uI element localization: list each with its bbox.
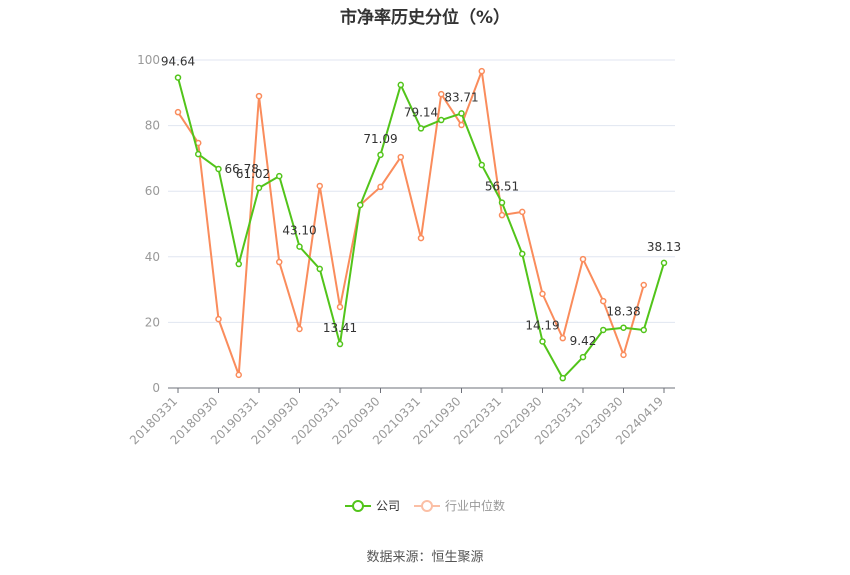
data-point[interactable] — [215, 165, 222, 173]
data-label: 56.51 — [485, 180, 519, 194]
chart-title: 市净率历史分位（%） — [339, 8, 511, 28]
data-point[interactable] — [640, 326, 647, 334]
data-point[interactable] — [620, 351, 627, 359]
y-tick-label: 0 — [152, 381, 160, 395]
data-point[interactable] — [296, 325, 303, 333]
data-point[interactable] — [357, 201, 364, 209]
legend-item-company[interactable]: 公司 — [344, 497, 400, 514]
y-tick-label: 80 — [145, 119, 160, 133]
data-point[interactable] — [438, 90, 445, 98]
data-point[interactable] — [438, 116, 445, 124]
data-point[interactable] — [498, 199, 506, 206]
data-label: 13.41 — [323, 321, 357, 335]
legend-line-circle-icon — [344, 499, 371, 512]
data-point[interactable] — [276, 258, 283, 266]
data-point[interactable] — [195, 150, 202, 158]
industry-median-line — [177, 70, 645, 376]
data-point[interactable] — [417, 234, 425, 242]
data-point[interactable] — [559, 334, 566, 342]
line-chart: 0204060801002018033120180930201903312019… — [127, 53, 681, 447]
data-label: 18.38 — [606, 305, 640, 319]
data-point[interactable] — [579, 353, 587, 361]
data-point[interactable] — [316, 265, 323, 273]
data-point[interactable] — [336, 303, 344, 311]
data-label: 61.02 — [236, 167, 270, 181]
data-point[interactable] — [377, 183, 384, 191]
data-point[interactable] — [377, 151, 384, 159]
y-tick-label: 60 — [145, 184, 160, 198]
data-point[interactable] — [255, 92, 263, 100]
data-label: 83.71 — [444, 90, 478, 104]
data-point[interactable] — [600, 326, 607, 334]
data-point[interactable] — [458, 110, 465, 117]
data-point[interactable] — [336, 340, 344, 348]
data-point[interactable] — [519, 250, 526, 258]
data-point[interactable] — [174, 108, 182, 116]
data-point[interactable] — [539, 290, 546, 298]
data-point[interactable] — [316, 182, 323, 190]
y-tick-label: 100 — [137, 53, 160, 67]
data-label: 71.09 — [363, 132, 397, 146]
data-point[interactable] — [579, 255, 587, 263]
legend-item-industry-median[interactable]: 行业中位数 — [414, 497, 505, 514]
data-label: 43.10 — [282, 224, 316, 238]
data-point[interactable] — [417, 125, 425, 132]
data-label: 94.64 — [161, 55, 195, 69]
data-point[interactable] — [235, 260, 242, 268]
data-point[interactable] — [235, 371, 242, 379]
legend-label: 行业中位数 — [445, 499, 506, 513]
data-point[interactable] — [660, 259, 668, 267]
data-label: 38.13 — [647, 240, 681, 254]
data-label: 9.42 — [570, 334, 597, 348]
company-line — [177, 77, 665, 380]
data-point[interactable] — [255, 184, 263, 192]
data-point[interactable] — [620, 324, 627, 331]
data-source: 数据来源：恒生聚源 — [366, 550, 484, 565]
data-point[interactable] — [397, 153, 404, 161]
y-tick-label: 40 — [145, 250, 160, 264]
data-point[interactable] — [539, 338, 546, 345]
data-point[interactable] — [174, 74, 182, 81]
data-point[interactable] — [296, 243, 303, 250]
data-point[interactable] — [215, 315, 222, 323]
data-point[interactable] — [478, 67, 485, 75]
data-point[interactable] — [397, 81, 404, 89]
y-tick-label: 20 — [145, 315, 160, 329]
data-point[interactable] — [559, 374, 566, 382]
data-point[interactable] — [498, 211, 506, 219]
data-point[interactable] — [276, 172, 283, 180]
legend: 公司 行业中位数 — [0, 497, 850, 514]
data-label: 79.14 — [404, 105, 438, 119]
data-point[interactable] — [478, 161, 485, 169]
legend-line-circle-icon — [414, 499, 440, 512]
data-point[interactable] — [458, 121, 465, 129]
data-label: 66.78 — [225, 162, 259, 176]
data-label: 14.19 — [525, 318, 559, 332]
data-point[interactable] — [519, 208, 526, 216]
legend-label: 公司 — [375, 499, 400, 513]
data-point[interactable] — [600, 297, 607, 305]
data-point[interactable] — [640, 281, 647, 289]
